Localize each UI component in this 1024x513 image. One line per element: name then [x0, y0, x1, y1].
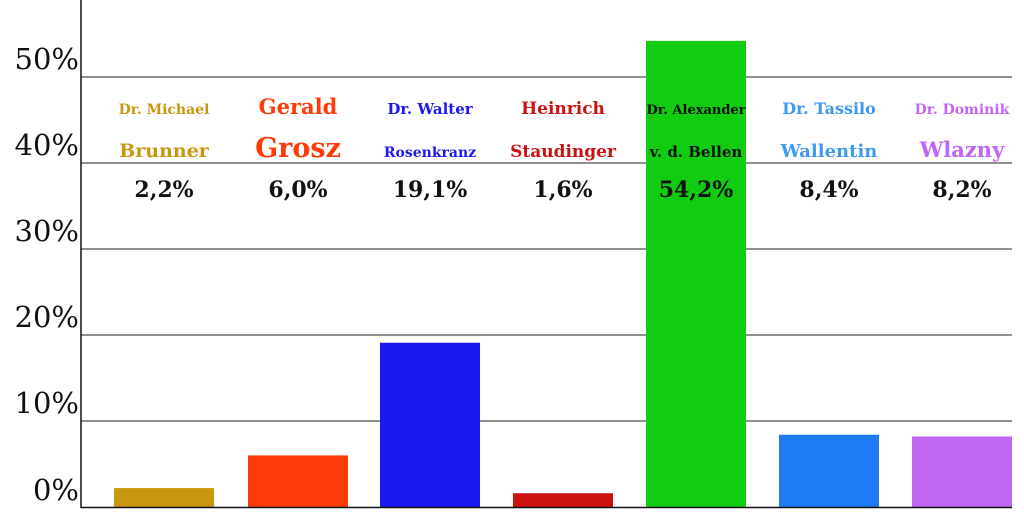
value-label: 19,1% — [393, 177, 468, 203]
y-tick-label: 30% — [15, 214, 79, 248]
candidate-last-name: Rosenkranz — [384, 145, 476, 161]
candidate-last-name: Wlazny — [919, 137, 1005, 162]
y-axis — [80, 0, 1012, 509]
candidate-first-name: Dr. Michael — [119, 102, 210, 118]
percentage-labels: 2,2% 6,0% 19,1% 1,6% 54,2% 8,4% 8,2% — [134, 177, 991, 203]
value-label: 1,6% — [533, 177, 592, 203]
value-label: 8,2% — [932, 177, 991, 203]
candidate-last-name: Wallentin — [780, 141, 878, 162]
bar — [380, 342, 480, 507]
candidate-first-name: Gerald — [259, 94, 338, 119]
candidate-first-name: Dr. Tassilo — [782, 99, 876, 118]
candidate-labels: Dr. Michael Brunner Gerald Grosz Dr. Walter R… — [119, 94, 1010, 164]
candidate-first-name: Dr. Walter — [387, 100, 473, 118]
bars — [114, 40, 1012, 507]
candidate-first-name: Dr. Dominik — [915, 102, 1010, 118]
bar — [779, 434, 879, 507]
candidate-last-name: Grosz — [255, 133, 341, 164]
bar — [646, 40, 746, 507]
y-tick-label: 0% — [33, 473, 79, 507]
value-label: 8,4% — [799, 177, 858, 203]
candidate-first-name: Dr. Alexander — [646, 103, 745, 118]
candidate-first-name: Heinrich — [521, 99, 605, 119]
candidate-last-name: Brunner — [119, 140, 210, 162]
value-label: 54,2% — [659, 177, 734, 203]
y-tick-label: 10% — [15, 386, 79, 420]
bar — [114, 488, 214, 507]
gridlines — [81, 76, 1012, 422]
bar — [513, 493, 613, 507]
bar — [912, 436, 1012, 507]
y-tick-label: 40% — [15, 128, 79, 162]
candidate-last-name: v. d. Bellen — [649, 143, 743, 161]
y-tick-labels: 0% 10% 20% 30% 40% 50% — [15, 42, 79, 507]
value-label: 2,2% — [134, 177, 193, 203]
value-label: 6,0% — [268, 177, 327, 203]
candidate-last-name: Staudinger — [510, 142, 617, 162]
y-tick-label: 20% — [15, 300, 79, 334]
y-tick-label: 50% — [15, 42, 79, 76]
bar — [248, 455, 348, 507]
